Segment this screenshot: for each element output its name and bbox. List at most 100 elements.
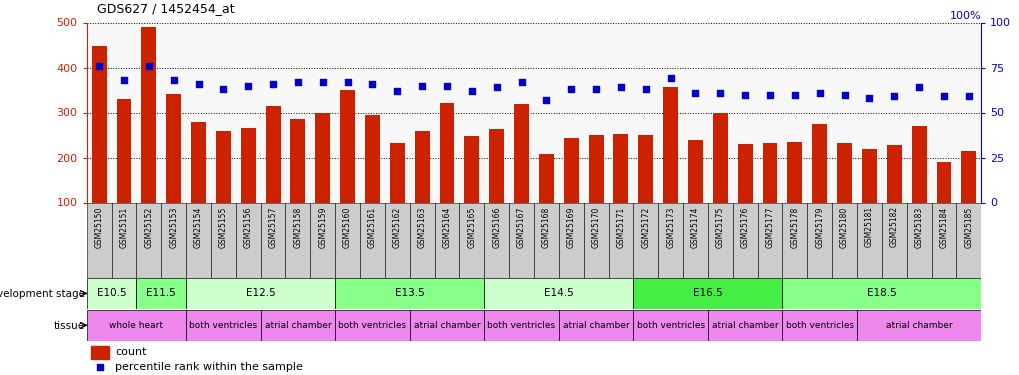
Bar (459, 202, 484, 278)
Bar (142, 27, 156, 202)
Bar (657, 202, 683, 278)
Bar (464, 136, 479, 202)
Bar (712, 112, 728, 202)
Text: GSM25166: GSM25166 (492, 206, 500, 248)
Bar (737, 144, 752, 202)
Point (91, 63, 107, 69)
Text: GSM25153: GSM25153 (169, 206, 178, 248)
Text: atrial chamber: atrial chamber (414, 321, 480, 330)
Point (141, 63, 157, 69)
Point (960, 93, 976, 99)
Bar (410, 310, 484, 340)
Bar (410, 202, 434, 278)
Text: GSM25165: GSM25165 (467, 206, 476, 248)
Point (289, 79, 306, 85)
Text: GSM25156: GSM25156 (244, 206, 253, 248)
Text: GDS627 / 1452454_at: GDS627 / 1452454_at (97, 2, 234, 15)
Text: GSM25161: GSM25161 (368, 206, 377, 248)
Bar (384, 202, 410, 278)
Text: GSM25170: GSM25170 (591, 206, 600, 248)
Point (165, 77, 181, 83)
Point (191, 81, 207, 87)
Bar (335, 310, 410, 340)
Text: GSM25176: GSM25176 (740, 206, 749, 248)
Bar (732, 202, 757, 278)
Bar (137, 278, 185, 309)
Bar (91, 346, 109, 359)
Text: whole heart: whole heart (109, 321, 163, 330)
Point (836, 92, 852, 98)
Bar (811, 124, 826, 202)
Bar (782, 202, 806, 278)
Bar (662, 87, 678, 202)
Bar (538, 154, 553, 203)
Bar (956, 202, 980, 278)
Text: GSM25154: GSM25154 (194, 206, 203, 248)
Bar (265, 106, 280, 202)
Bar (335, 202, 360, 278)
Bar (688, 140, 702, 202)
Bar (558, 202, 583, 278)
Bar (315, 112, 330, 202)
Bar (683, 202, 707, 278)
Bar (856, 202, 881, 278)
Bar (707, 202, 732, 278)
Text: GSM25162: GSM25162 (392, 206, 401, 248)
Point (414, 82, 430, 88)
Bar (161, 202, 185, 278)
Text: GSM25160: GSM25160 (342, 206, 352, 248)
Bar (415, 130, 429, 203)
Bar (638, 135, 652, 202)
Point (438, 82, 454, 88)
Bar (832, 202, 856, 278)
Text: GSM25180: GSM25180 (840, 206, 848, 248)
Point (513, 79, 529, 85)
Bar (137, 202, 161, 278)
Text: atrial chamber: atrial chamber (562, 321, 629, 330)
Bar (166, 94, 181, 202)
Bar (191, 122, 206, 202)
Text: GSM25169: GSM25169 (567, 206, 575, 248)
Bar (216, 131, 230, 203)
Point (786, 92, 802, 98)
Text: GSM25174: GSM25174 (690, 206, 699, 248)
Bar (633, 278, 782, 309)
Point (661, 75, 678, 81)
Bar (365, 115, 379, 202)
Bar (310, 202, 335, 278)
Text: E18.5: E18.5 (866, 288, 896, 298)
Text: GSM25151: GSM25151 (119, 206, 128, 248)
Bar (87, 278, 137, 309)
Bar (514, 104, 529, 202)
Point (562, 86, 579, 92)
Bar (87, 202, 111, 278)
Bar (261, 310, 335, 340)
Bar (837, 143, 851, 202)
Bar (285, 202, 310, 278)
Bar (906, 202, 930, 278)
Point (687, 90, 703, 96)
Text: GSM25179: GSM25179 (814, 206, 823, 248)
Text: both ventricles: both ventricles (785, 321, 853, 330)
Text: GSM25178: GSM25178 (790, 206, 799, 248)
Bar (508, 202, 534, 278)
Text: GSM25150: GSM25150 (95, 206, 104, 248)
Point (116, 77, 132, 83)
Text: GSM25172: GSM25172 (641, 206, 650, 248)
Text: both ventricles: both ventricles (636, 321, 704, 330)
Bar (484, 202, 508, 278)
Bar (360, 202, 384, 278)
Text: atrial chamber: atrial chamber (884, 321, 952, 330)
Bar (185, 278, 335, 309)
Point (464, 88, 480, 94)
Text: count: count (115, 347, 147, 357)
Bar (930, 202, 956, 278)
Bar (489, 129, 503, 203)
Text: E12.5: E12.5 (246, 288, 275, 298)
Text: E11.5: E11.5 (147, 288, 176, 298)
Point (239, 82, 256, 88)
Point (934, 93, 951, 99)
Bar (961, 151, 975, 202)
Text: both ventricles: both ventricles (190, 321, 257, 330)
Point (637, 86, 653, 92)
